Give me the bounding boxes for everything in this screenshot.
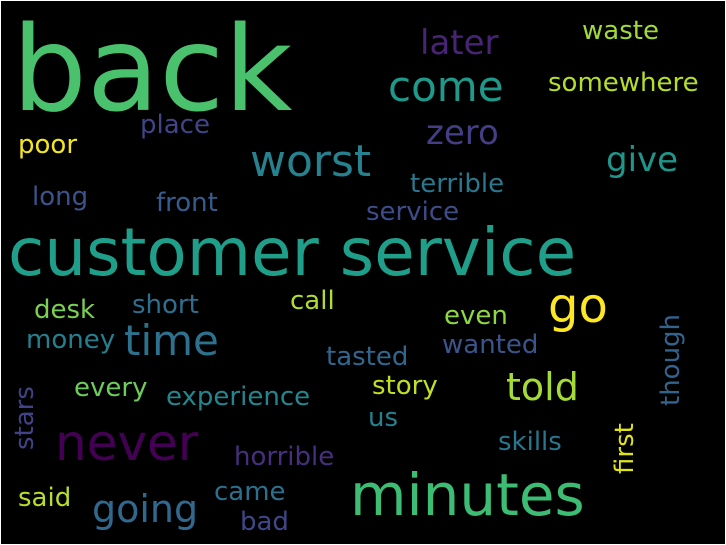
word-go: go [548,278,608,334]
word-poor: poor [18,130,78,160]
word-bad: bad [240,507,289,537]
word-come: come [388,62,504,111]
word-short: short [132,290,199,320]
word-give: give [606,140,679,180]
word-front: front [156,188,218,218]
word-somewhere: somewhere [548,68,699,98]
word-came: came [214,477,286,507]
word-time: time [124,316,219,365]
word-place: place [140,110,210,140]
word-call: call [290,286,335,316]
word-long: long [32,182,89,212]
word-even: even [444,301,508,331]
word-story: story [372,371,438,401]
word-never: never [55,414,199,472]
word-though: though [656,313,686,406]
word-later: later [420,23,499,63]
word-tasted: tasted [326,342,409,372]
word-terrible: terrible [410,169,505,199]
word-experience: experience [166,382,311,412]
word-said: said [18,483,72,513]
word-worst: worst [250,136,372,187]
word-customer-service: customer service [8,214,577,291]
word-zero: zero [426,113,499,153]
word-back: back [12,0,293,138]
word-wanted: wanted [442,330,539,360]
word-going: going [92,487,199,531]
word-money: money [26,325,116,355]
word-first: first [610,423,640,474]
word-us: us [368,403,399,433]
word-told: told [506,365,579,409]
word-desk: desk [34,295,96,325]
word-service: service [366,197,460,227]
word-skills: skills [498,427,562,457]
word-waste: waste [582,16,659,46]
word-horrible: horrible [234,442,335,472]
word-minutes: minutes [350,461,585,529]
word-every: every [74,373,148,403]
word-stars: stars [10,386,40,450]
